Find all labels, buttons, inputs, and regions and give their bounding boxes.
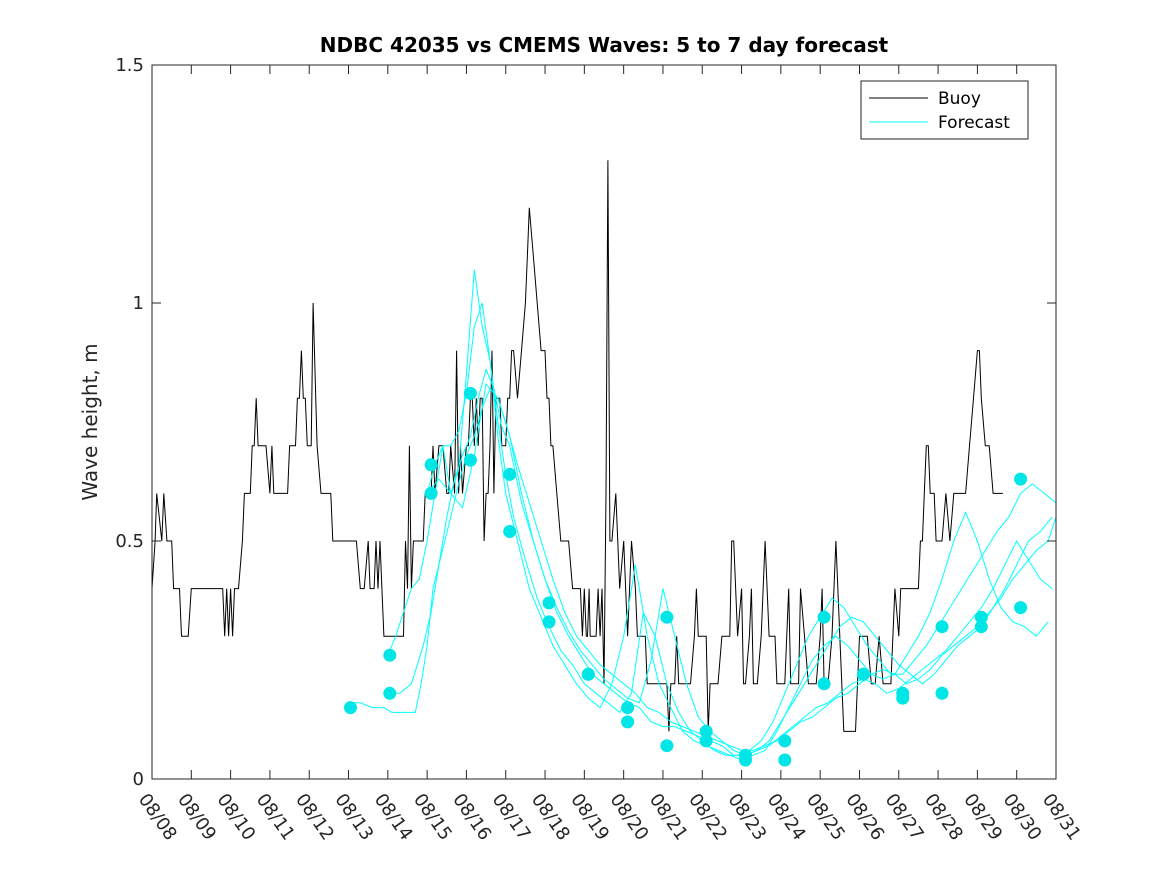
forecast-marker bbox=[424, 458, 438, 472]
forecast-marker bbox=[463, 453, 477, 467]
forecast-marker bbox=[621, 715, 635, 729]
forecast-marker bbox=[383, 686, 397, 700]
plot-frame bbox=[151, 64, 1057, 780]
y-tick-label: 0.5 bbox=[115, 531, 144, 552]
forecast-marker bbox=[1014, 472, 1028, 486]
forecast-marker bbox=[935, 686, 949, 700]
forecast-line-3 bbox=[387, 269, 1049, 761]
y-tick-label: 1 bbox=[133, 293, 144, 314]
forecast-marker bbox=[856, 667, 870, 681]
forecast-line-2 bbox=[387, 368, 1053, 756]
y-tick-label: 0 bbox=[133, 769, 144, 790]
forecast-marker bbox=[344, 701, 357, 715]
forecast-marker bbox=[896, 686, 910, 700]
forecast-marker-layer bbox=[344, 386, 1028, 767]
forecast-marker bbox=[778, 734, 792, 748]
forecast-marker bbox=[503, 467, 517, 481]
forecast-marker bbox=[621, 701, 635, 715]
forecast-marker bbox=[699, 724, 713, 738]
forecast-marker bbox=[581, 667, 595, 681]
legend-label-forecast: Forecast bbox=[938, 113, 1010, 133]
chart-title: NDBC 42035 vs CMEMS Waves: 5 to 7 day fo… bbox=[320, 33, 889, 57]
y-axis-label: Wave height, m bbox=[78, 343, 102, 500]
y-axis: 0 0.5 1 1.5 bbox=[115, 55, 1056, 790]
buoy-series-layer bbox=[151, 160, 1003, 732]
forecast-marker bbox=[817, 610, 831, 624]
forecast-marker bbox=[542, 615, 556, 629]
buoy-line bbox=[151, 160, 1003, 732]
forecast-line-4 bbox=[426, 302, 1057, 756]
forecast-marker bbox=[503, 525, 517, 538]
forecast-marker bbox=[660, 610, 674, 624]
forecast-marker bbox=[817, 677, 831, 691]
forecast-marker bbox=[542, 596, 556, 610]
legend-box bbox=[860, 80, 1029, 140]
forecast-marker bbox=[660, 739, 674, 753]
legend-label-buoy: Buoy bbox=[938, 89, 981, 109]
forecast-marker bbox=[739, 748, 752, 762]
forecast-marker bbox=[463, 386, 477, 400]
forecast-marker bbox=[974, 610, 988, 624]
y-tick-label: 1.5 bbox=[115, 55, 144, 76]
forecast-marker bbox=[778, 753, 792, 767]
forecast-marker bbox=[424, 486, 438, 500]
legend: Buoy Forecast bbox=[860, 80, 1029, 140]
forecast-marker bbox=[1014, 601, 1028, 615]
forecast-marker bbox=[935, 620, 949, 634]
forecast-marker bbox=[383, 648, 397, 662]
